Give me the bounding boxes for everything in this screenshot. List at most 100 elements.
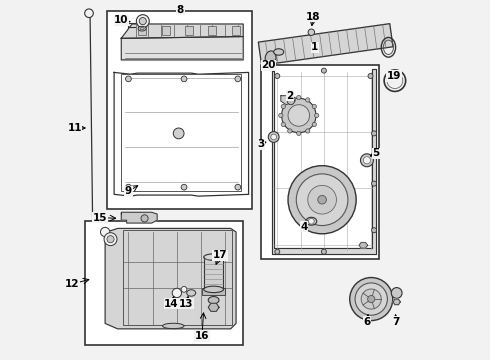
Circle shape xyxy=(107,235,114,243)
Polygon shape xyxy=(122,212,157,223)
Circle shape xyxy=(282,98,316,133)
Ellipse shape xyxy=(306,217,317,225)
Circle shape xyxy=(306,98,310,102)
Text: 20: 20 xyxy=(261,60,275,70)
Circle shape xyxy=(275,249,280,254)
Ellipse shape xyxy=(274,49,284,55)
Circle shape xyxy=(312,104,317,109)
Circle shape xyxy=(361,154,373,167)
Circle shape xyxy=(368,73,373,78)
Circle shape xyxy=(312,122,317,127)
Bar xyxy=(162,26,170,35)
Circle shape xyxy=(296,174,348,226)
Polygon shape xyxy=(258,24,393,65)
Circle shape xyxy=(181,287,187,292)
Circle shape xyxy=(321,249,326,254)
Circle shape xyxy=(100,227,110,237)
Circle shape xyxy=(141,215,148,222)
Text: 7: 7 xyxy=(392,317,399,327)
Circle shape xyxy=(355,283,388,315)
Circle shape xyxy=(235,184,241,190)
Polygon shape xyxy=(393,299,400,305)
Text: 14: 14 xyxy=(164,299,179,309)
Circle shape xyxy=(181,76,187,82)
Text: 19: 19 xyxy=(387,71,401,81)
Circle shape xyxy=(104,233,117,246)
Text: 8: 8 xyxy=(177,5,184,15)
Text: 16: 16 xyxy=(195,331,209,341)
Circle shape xyxy=(281,122,285,127)
Circle shape xyxy=(275,73,280,78)
Text: 12: 12 xyxy=(65,279,79,289)
Polygon shape xyxy=(122,24,243,39)
Ellipse shape xyxy=(187,290,196,296)
Text: 13: 13 xyxy=(178,299,193,309)
Ellipse shape xyxy=(204,286,223,293)
Bar xyxy=(107,12,252,209)
Circle shape xyxy=(269,132,279,142)
Circle shape xyxy=(281,104,285,109)
Circle shape xyxy=(235,76,241,82)
Circle shape xyxy=(321,68,326,73)
Circle shape xyxy=(288,166,356,234)
Text: 18: 18 xyxy=(306,12,320,22)
Ellipse shape xyxy=(140,28,144,30)
Circle shape xyxy=(315,113,319,118)
Circle shape xyxy=(364,157,370,164)
Circle shape xyxy=(181,184,187,190)
Text: 15: 15 xyxy=(93,213,107,222)
Polygon shape xyxy=(359,243,368,248)
Ellipse shape xyxy=(138,26,146,31)
Circle shape xyxy=(371,181,377,186)
Polygon shape xyxy=(105,228,236,329)
Circle shape xyxy=(306,129,310,133)
Circle shape xyxy=(139,18,147,25)
Circle shape xyxy=(296,131,301,135)
Circle shape xyxy=(136,15,149,28)
Ellipse shape xyxy=(204,254,223,260)
Circle shape xyxy=(361,289,381,309)
Ellipse shape xyxy=(163,323,184,329)
Polygon shape xyxy=(272,69,376,253)
Bar xyxy=(208,26,216,35)
Polygon shape xyxy=(208,303,219,311)
Ellipse shape xyxy=(208,297,219,304)
Circle shape xyxy=(296,95,301,100)
Circle shape xyxy=(308,29,315,36)
Bar xyxy=(204,257,223,289)
Text: 11: 11 xyxy=(68,123,82,133)
Bar xyxy=(85,221,243,345)
Circle shape xyxy=(309,219,314,224)
Polygon shape xyxy=(122,37,243,60)
Circle shape xyxy=(368,296,375,303)
Text: 4: 4 xyxy=(300,222,308,231)
Circle shape xyxy=(392,288,402,298)
Circle shape xyxy=(288,98,292,102)
Text: 6: 6 xyxy=(363,317,370,327)
Bar xyxy=(202,288,225,295)
Circle shape xyxy=(350,278,393,320)
Circle shape xyxy=(288,105,310,126)
Ellipse shape xyxy=(265,51,276,65)
Circle shape xyxy=(287,98,294,105)
Circle shape xyxy=(318,195,326,204)
Circle shape xyxy=(125,76,131,82)
Text: 10: 10 xyxy=(114,15,128,26)
Circle shape xyxy=(371,228,377,233)
Circle shape xyxy=(288,129,292,133)
Polygon shape xyxy=(281,96,295,105)
Circle shape xyxy=(125,184,131,190)
Bar xyxy=(261,65,379,259)
Text: 1: 1 xyxy=(311,42,318,52)
Text: 5: 5 xyxy=(372,148,380,158)
Text: 9: 9 xyxy=(125,186,132,197)
Circle shape xyxy=(371,131,377,136)
Bar xyxy=(122,74,242,192)
Bar xyxy=(232,26,240,35)
Circle shape xyxy=(172,288,181,298)
Bar xyxy=(139,26,147,35)
Circle shape xyxy=(279,113,283,118)
Text: 2: 2 xyxy=(286,91,294,101)
Text: 3: 3 xyxy=(258,139,265,149)
Bar xyxy=(123,230,232,325)
